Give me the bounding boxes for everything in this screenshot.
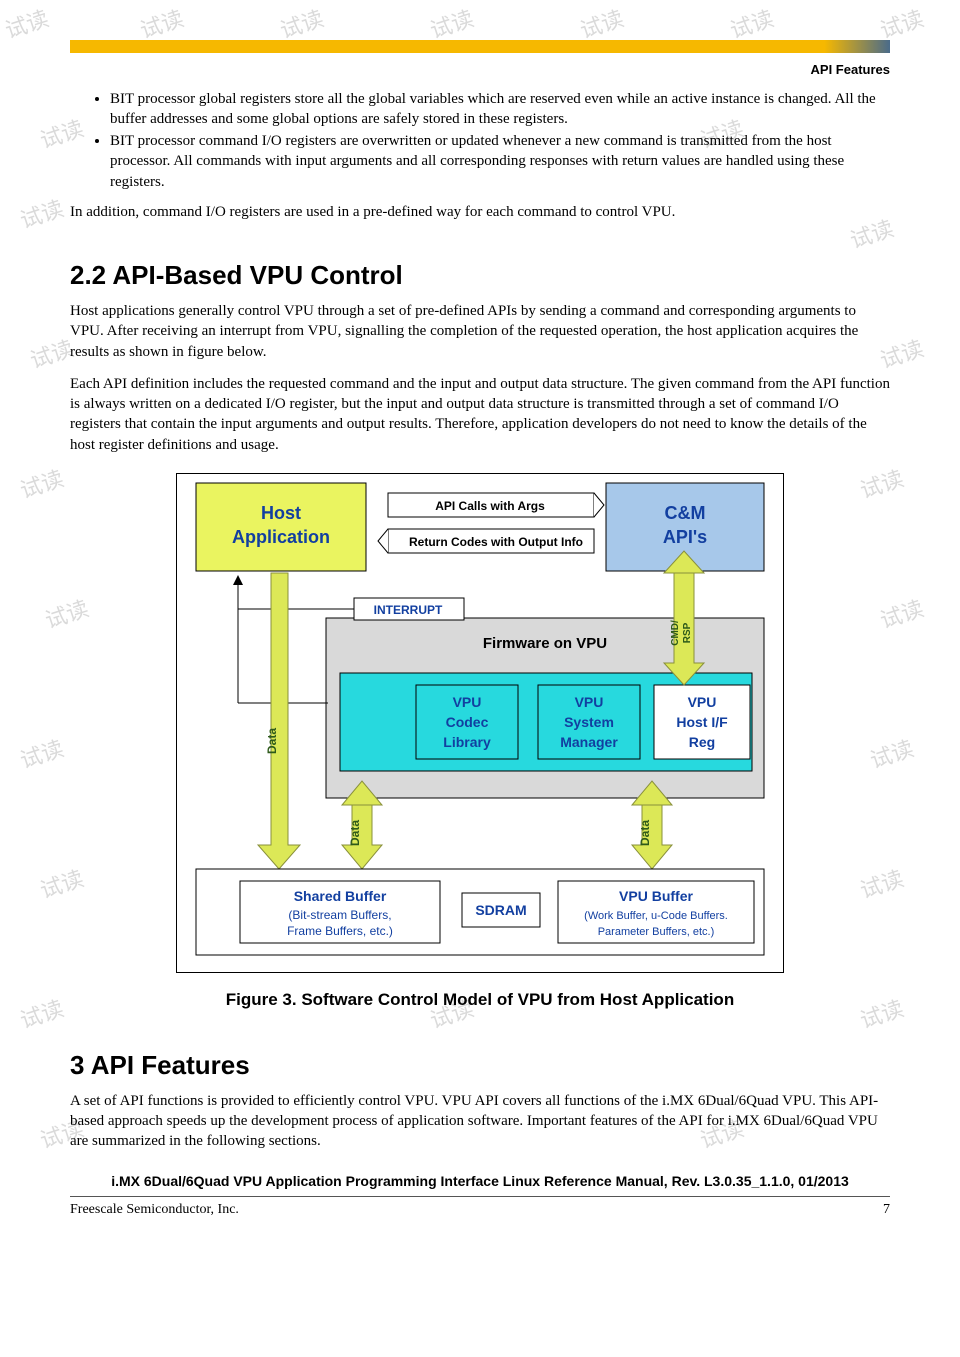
doc-footer-title: i.MX 6Dual/6Quad VPU Application Program… bbox=[70, 1172, 890, 1190]
svg-text:(Bit-stream Buffers,: (Bit-stream Buffers, bbox=[288, 908, 391, 922]
intro-bullet: BIT processor command I/O registers are … bbox=[110, 131, 890, 192]
svg-text:API's: API's bbox=[663, 527, 707, 547]
svg-text:VPU: VPU bbox=[453, 694, 482, 710]
svg-text:VPU Buffer: VPU Buffer bbox=[619, 888, 693, 904]
svg-text:System: System bbox=[564, 714, 614, 730]
footer-company: Freescale Semiconductor, Inc. bbox=[70, 1201, 239, 1220]
svg-text:Host I/F: Host I/F bbox=[676, 714, 728, 730]
svg-text:C&M: C&M bbox=[665, 503, 706, 523]
figure-3-caption: Figure 3. Software Control Model of VPU … bbox=[70, 989, 890, 1012]
svg-text:SDRAM: SDRAM bbox=[475, 902, 526, 918]
section-2-2-title: 2.2 API-Based VPU Control bbox=[70, 258, 890, 293]
svg-text:Manager: Manager bbox=[560, 734, 618, 750]
svg-text:VPU: VPU bbox=[688, 694, 717, 710]
section-2-2-para2: Each API definition includes the request… bbox=[70, 374, 890, 455]
figure-3: Host Application C&M API's API Calls wit… bbox=[176, 473, 784, 973]
svg-text:VPU: VPU bbox=[575, 694, 604, 710]
svg-text:Return Codes with Output Info: Return Codes with Output Info bbox=[409, 535, 583, 549]
header-section-label: API Features bbox=[70, 61, 890, 79]
svg-text:Reg: Reg bbox=[689, 734, 715, 750]
svg-text:Firmware on VPU: Firmware on VPU bbox=[483, 635, 607, 652]
intro-bullet-list: BIT processor global registers store all… bbox=[110, 89, 890, 192]
svg-text:API Calls with Args: API Calls with Args bbox=[435, 499, 545, 513]
section-3-title: 3 API Features bbox=[70, 1048, 890, 1083]
svg-text:Data: Data bbox=[265, 728, 279, 754]
intro-addendum: In addition, command I/O registers are u… bbox=[70, 202, 890, 222]
svg-text:Codec: Codec bbox=[446, 714, 489, 730]
svg-text:RSP: RSP bbox=[682, 622, 693, 643]
svg-text:Library: Library bbox=[443, 734, 491, 750]
svg-text:(Work Buffer, u-Code Buffers.: (Work Buffer, u-Code Buffers. bbox=[584, 910, 728, 922]
svg-text:Frame Buffers, etc.): Frame Buffers, etc.) bbox=[287, 924, 393, 938]
svg-text:Host: Host bbox=[261, 503, 301, 523]
footer-page-number: 7 bbox=[883, 1201, 890, 1220]
intro-bullet: BIT processor global registers store all… bbox=[110, 89, 890, 130]
svg-text:Data: Data bbox=[638, 820, 652, 846]
svg-text:Shared Buffer: Shared Buffer bbox=[294, 888, 387, 904]
watermark: 试读 bbox=[16, 734, 67, 776]
figure-3-svg: Host Application C&M API's API Calls wit… bbox=[176, 473, 784, 973]
watermark: 试读 bbox=[16, 464, 67, 506]
svg-text:Parameter Buffers, etc.): Parameter Buffers, etc.) bbox=[598, 926, 715, 938]
svg-text:Application: Application bbox=[232, 527, 330, 547]
header-accent-bar bbox=[70, 40, 890, 53]
svg-text:Data: Data bbox=[348, 820, 362, 846]
svg-text:CMD/: CMD/ bbox=[670, 620, 681, 646]
svg-text:INTERRUPT: INTERRUPT bbox=[374, 603, 443, 617]
watermark: 试读 bbox=[16, 994, 67, 1036]
section-2-2-para1: Host applications generally control VPU … bbox=[70, 301, 890, 362]
watermark: 试读 bbox=[1, 4, 52, 46]
section-3-para1: A set of API functions is provided to ef… bbox=[70, 1091, 890, 1152]
watermark: 试读 bbox=[16, 194, 67, 236]
